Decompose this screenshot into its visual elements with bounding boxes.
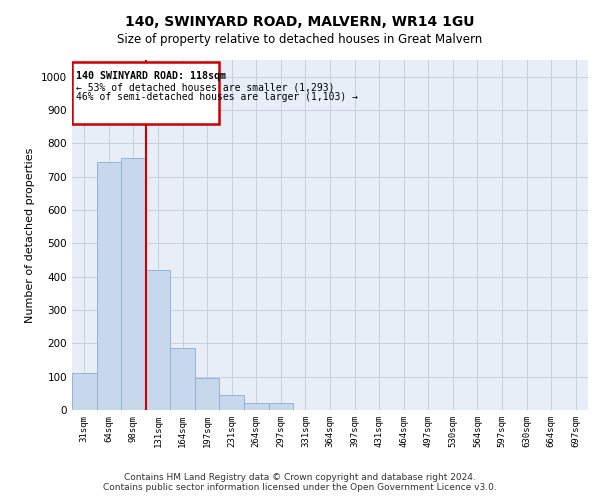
- Text: ← 53% of detached houses are smaller (1,293): ← 53% of detached houses are smaller (1,…: [76, 82, 335, 92]
- Bar: [121, 158, 146, 410]
- Text: Contains HM Land Registry data © Crown copyright and database right 2024.: Contains HM Land Registry data © Crown c…: [124, 474, 476, 482]
- Bar: [97, 162, 121, 410]
- Text: Size of property relative to detached houses in Great Malvern: Size of property relative to detached ho…: [118, 32, 482, 46]
- Text: 140, SWINYARD ROAD, MALVERN, WR14 1GU: 140, SWINYARD ROAD, MALVERN, WR14 1GU: [125, 15, 475, 29]
- Text: 140 SWINYARD ROAD: 118sqm: 140 SWINYARD ROAD: 118sqm: [76, 71, 226, 81]
- Bar: [244, 404, 269, 410]
- Text: Contains public sector information licensed under the Open Government Licence v3: Contains public sector information licen…: [103, 484, 497, 492]
- Bar: [269, 404, 293, 410]
- Bar: [195, 378, 220, 410]
- Bar: [146, 270, 170, 410]
- Bar: [72, 374, 97, 410]
- Bar: [170, 348, 195, 410]
- Bar: [220, 395, 244, 410]
- Text: 46% of semi-detached houses are larger (1,103) →: 46% of semi-detached houses are larger (…: [76, 92, 358, 102]
- FancyBboxPatch shape: [73, 62, 220, 124]
- Y-axis label: Number of detached properties: Number of detached properties: [25, 148, 35, 322]
